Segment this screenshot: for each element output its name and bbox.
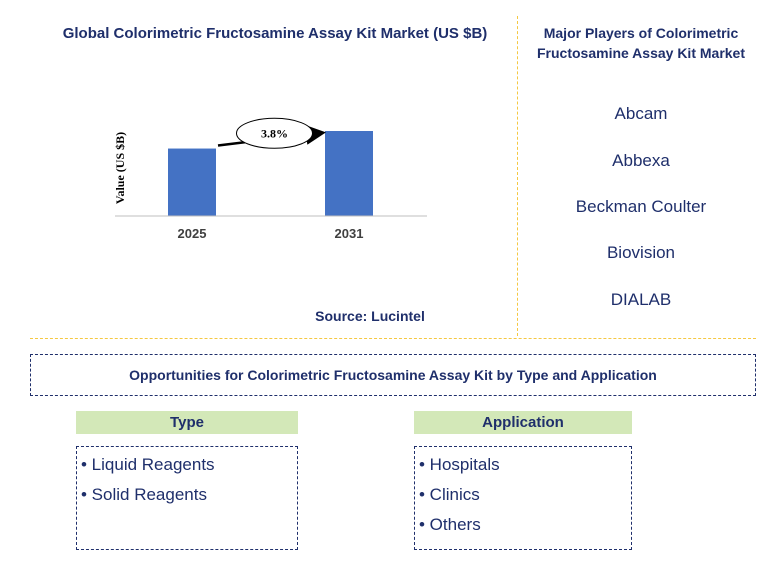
- bar-2025: [168, 148, 216, 216]
- list-item: • Clinics: [419, 485, 480, 504]
- vertical-divider: [517, 16, 518, 336]
- opportunities-title: Opportunities for Colorimetric Fructosam…: [129, 367, 657, 383]
- opportunities-banner: Opportunities for Colorimetric Fructosam…: [30, 354, 756, 396]
- players-title: Major Players of Colorimetric Fructosami…: [537, 25, 745, 61]
- source-note: Source: Lucintel: [315, 308, 425, 324]
- chart-title: Global Colorimetric Fructosamine Assay K…: [62, 25, 488, 42]
- growth-rate-bubble: [236, 117, 313, 149]
- application-column-list: • Hospitals • Clinics • Others: [414, 446, 632, 550]
- player-item: Beckman Coulter: [575, 197, 707, 216]
- list-item: • Others: [419, 515, 481, 534]
- list-item: • Liquid Reagents: [81, 455, 215, 474]
- player-item: DIALAB: [610, 290, 672, 309]
- application-column-header: Application: [414, 411, 632, 434]
- x-tick-label: 2025: [178, 226, 207, 241]
- list-item: • Hospitals: [419, 455, 500, 474]
- type-column-list: • Liquid Reagents • Solid Reagents: [76, 446, 298, 550]
- growth-rate-label: 3.8%: [261, 126, 288, 140]
- player-item: Biovision: [606, 243, 676, 262]
- type-column-header: Type: [76, 411, 298, 434]
- x-tick-label: 2031: [335, 226, 364, 241]
- list-item: • Solid Reagents: [81, 485, 207, 504]
- y-axis-label: Value (US $B): [113, 132, 127, 204]
- player-item: Abcam: [614, 104, 668, 123]
- market-bar-chart: 2025 2031 Value (US $B) 3.8%: [113, 117, 427, 241]
- horizontal-divider: [30, 338, 756, 339]
- bar-2031: [325, 131, 373, 216]
- player-item: Abbexa: [612, 151, 670, 170]
